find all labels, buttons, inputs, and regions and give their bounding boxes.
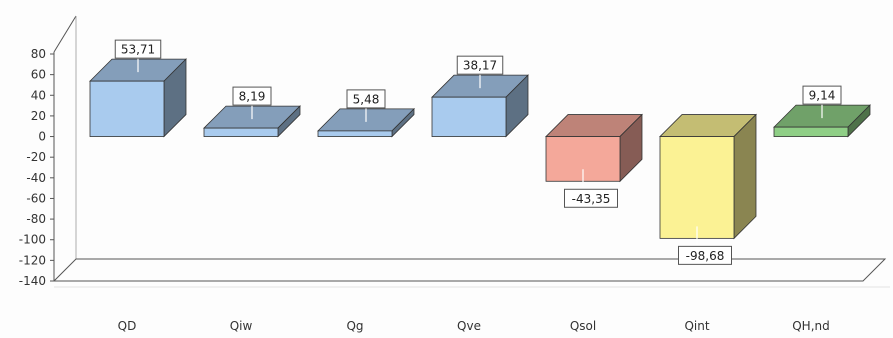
chart-floor <box>54 259 885 281</box>
data-label-text: 8,19 <box>239 90 266 104</box>
bar-side-face <box>734 115 756 239</box>
y-tick-label: -60 <box>26 191 46 205</box>
data-label-Qsol: -43,35 <box>565 189 618 207</box>
data-label-text: 38,17 <box>463 59 497 73</box>
y-tick-label: -40 <box>26 171 46 185</box>
bar-front-face <box>774 127 848 136</box>
x-category-label: Qiw <box>230 319 253 333</box>
y-tick-label: 60 <box>31 68 46 82</box>
x-category-label: QH,nd <box>792 319 830 333</box>
bar-front-face <box>90 81 164 136</box>
data-label-Qint: -98,68 <box>679 246 732 264</box>
bar-Qiw <box>204 105 300 136</box>
y-tick-label: -20 <box>26 150 46 164</box>
bar-Qg <box>318 108 414 137</box>
data-label-Qiw: 8,19 <box>233 87 271 105</box>
data-label-QD: 53,71 <box>115 40 161 58</box>
data-label-Qg: 5,48 <box>347 90 385 108</box>
y-tick-label: 0 <box>38 130 46 144</box>
y-tick-label: -80 <box>26 212 46 226</box>
bar-front-face <box>660 137 734 239</box>
y-axis-ticks: 80 60 40 20 0 -20 -40 -60 -80 -100 -120 -140 <box>19 47 54 288</box>
bar-front-face <box>318 131 392 137</box>
bars <box>90 58 870 244</box>
back-wall-top-edge <box>54 16 76 52</box>
y-tick-label: 80 <box>31 47 46 61</box>
bar-QH,nd <box>774 104 870 136</box>
bar-front-face <box>432 97 506 136</box>
x-category-label: Qg <box>346 319 363 333</box>
y-tick-label: 40 <box>31 88 46 102</box>
x-category-label: QD <box>118 319 137 333</box>
x-axis-categories: QD Qiw Qg Qve Qsol Qint QH,nd <box>118 319 830 333</box>
data-label-QH,nd: 9,14 <box>803 86 841 104</box>
y-tick-label: 20 <box>31 109 46 123</box>
bar-Qint <box>660 115 756 245</box>
data-label-text: 9,14 <box>809 89 836 103</box>
data-label-text: -98,68 <box>686 249 725 263</box>
y-tick-label: -100 <box>19 233 46 247</box>
x-category-label: Qint <box>684 319 709 333</box>
y-tick-label: -120 <box>19 253 46 267</box>
y-tick-label: -140 <box>19 274 46 288</box>
x-category-label: Qsol <box>570 319 596 333</box>
data-label-text: 5,48 <box>353 92 380 106</box>
bar-Qsol <box>546 115 642 188</box>
bar-Qve <box>432 74 528 136</box>
data-label-text: -43,35 <box>572 192 611 206</box>
x-category-label: Qve <box>457 319 481 333</box>
data-label-Qve: 38,17 <box>457 56 503 74</box>
bar-QD <box>90 58 186 136</box>
bar-front-face <box>204 128 278 136</box>
data-label-text: 53,71 <box>121 43 155 57</box>
